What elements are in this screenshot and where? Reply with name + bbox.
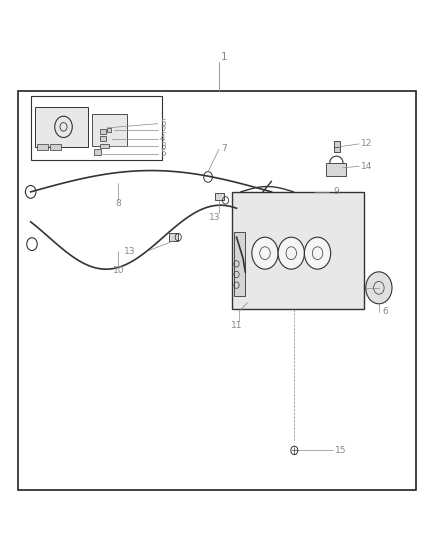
Text: 5: 5 xyxy=(160,119,166,128)
Bar xyxy=(31,96,162,160)
FancyBboxPatch shape xyxy=(94,149,101,155)
Text: 13: 13 xyxy=(209,213,220,222)
Text: 15: 15 xyxy=(335,446,346,455)
Text: 13: 13 xyxy=(124,247,135,256)
Text: 8: 8 xyxy=(115,199,121,208)
Text: 7: 7 xyxy=(221,144,227,152)
Bar xyxy=(18,91,416,490)
FancyBboxPatch shape xyxy=(334,141,340,152)
FancyBboxPatch shape xyxy=(234,232,245,296)
FancyBboxPatch shape xyxy=(215,193,224,200)
Text: 3: 3 xyxy=(160,142,166,150)
Text: 2: 2 xyxy=(160,126,166,134)
Text: 10: 10 xyxy=(113,266,124,274)
FancyBboxPatch shape xyxy=(50,144,61,150)
Text: 14: 14 xyxy=(361,162,373,171)
FancyBboxPatch shape xyxy=(100,129,106,134)
Text: 9: 9 xyxy=(333,188,339,196)
FancyBboxPatch shape xyxy=(35,107,88,147)
Text: 5: 5 xyxy=(160,149,166,158)
FancyBboxPatch shape xyxy=(169,233,178,241)
Text: 1: 1 xyxy=(221,52,228,62)
Circle shape xyxy=(366,272,392,304)
Circle shape xyxy=(278,237,304,269)
FancyBboxPatch shape xyxy=(100,136,106,141)
Text: 6: 6 xyxy=(382,308,388,316)
Circle shape xyxy=(304,237,331,269)
Circle shape xyxy=(252,237,278,269)
Text: 11: 11 xyxy=(231,321,242,329)
FancyBboxPatch shape xyxy=(326,163,346,176)
FancyBboxPatch shape xyxy=(107,128,111,132)
FancyBboxPatch shape xyxy=(100,144,109,148)
Text: 4: 4 xyxy=(160,134,166,143)
FancyBboxPatch shape xyxy=(232,192,364,309)
FancyBboxPatch shape xyxy=(92,114,127,146)
Text: 12: 12 xyxy=(361,140,373,148)
FancyBboxPatch shape xyxy=(37,144,48,150)
